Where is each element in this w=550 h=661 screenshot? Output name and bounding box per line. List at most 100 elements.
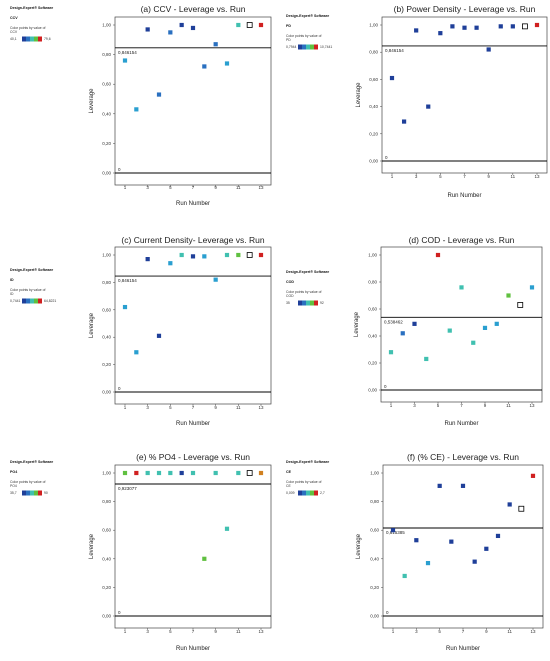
- data-point: [145, 470, 150, 476]
- legend-gradient-cell: [34, 298, 38, 304]
- x-tick-label: 1: [124, 405, 127, 410]
- legend-gradient-cell: [26, 298, 30, 304]
- data-point: [134, 470, 139, 476]
- threshold-label: 0,923077: [118, 486, 137, 491]
- color-by-label: Color points by value of: [10, 288, 45, 292]
- y-tick-label: 0,60: [369, 77, 378, 82]
- x-axis-label: Run Number: [176, 421, 210, 427]
- y-axis-label: Leverage: [89, 312, 95, 338]
- legend-max-label: 10,7441: [320, 45, 332, 49]
- y-tick-label: 0,00: [102, 390, 111, 395]
- color-by-response: CE: [286, 484, 291, 488]
- data-point: [179, 470, 184, 476]
- y-tick-label: 0,40: [102, 111, 111, 116]
- zero-label: 0: [118, 386, 121, 391]
- data-point: [168, 261, 173, 266]
- data-point: [134, 350, 139, 355]
- data-point: [530, 473, 536, 478]
- legend-gradient-cell: [306, 44, 310, 50]
- data-point: [400, 331, 405, 336]
- y-tick-label: 0,20: [370, 585, 379, 590]
- data-point: [258, 470, 264, 476]
- data-point: [412, 321, 417, 326]
- data-point: [122, 304, 128, 310]
- data-point: [258, 252, 264, 258]
- data-point: [145, 257, 150, 262]
- y-tick-label: 0,20: [102, 585, 111, 590]
- y-tick-label: 0,80: [102, 52, 111, 57]
- response-name: CCV: [10, 16, 18, 20]
- threshold-label: 0,538462: [384, 319, 403, 324]
- threshold-label: 0,615385: [386, 530, 405, 535]
- x-tick-label: 1: [390, 403, 393, 408]
- x-tick-label: 7: [463, 174, 466, 179]
- y-tick-label: 0,60: [102, 528, 111, 533]
- legend-min-label: 0,009: [286, 491, 295, 495]
- legend-max-label: 2,7: [320, 491, 325, 495]
- color-by-label: Color points by value of: [10, 480, 45, 484]
- data-point: [402, 573, 407, 579]
- zero-label: 0: [385, 155, 388, 160]
- data-point: [414, 538, 419, 543]
- data-point: [202, 556, 207, 561]
- x-tick-label: 9: [484, 403, 487, 408]
- data-point: [435, 252, 441, 258]
- data-point: [236, 470, 241, 476]
- data-point: [471, 340, 476, 345]
- y-tick-label: 0,40: [368, 334, 377, 339]
- data-point: [438, 31, 443, 36]
- legend-gradient-cell: [38, 36, 42, 42]
- data-point: [482, 325, 488, 330]
- legend-gradient-cell: [30, 36, 34, 42]
- highlighted-point: [246, 252, 253, 258]
- legend-gradient-cell: [298, 44, 302, 50]
- x-tick-label: 7: [192, 629, 195, 634]
- data-point: [474, 25, 479, 30]
- data-point: [190, 254, 196, 259]
- chart-title: (e) % PO4 - Leverage vs. Run: [136, 452, 250, 462]
- y-tick-label: 0,00: [102, 171, 111, 176]
- color-by-response: CCV: [10, 30, 18, 34]
- legend-max-label: 64,8221: [44, 299, 56, 303]
- legend-min-label: 0,7944: [286, 45, 296, 49]
- software-label: Design-Expert® Software: [10, 6, 53, 10]
- software-label: Design-Expert® Software: [10, 268, 53, 272]
- zero-label: 0: [118, 610, 121, 615]
- x-tick-label: 9: [214, 629, 217, 634]
- data-point: [134, 107, 139, 112]
- data-point: [224, 252, 230, 258]
- y-tick-label: 0,60: [370, 528, 379, 533]
- y-tick-label: 0,00: [102, 614, 111, 619]
- software-label: Design-Expert® Software: [286, 460, 329, 464]
- legend-gradient-cell: [302, 300, 306, 306]
- data-point: [236, 22, 241, 28]
- y-tick-label: 0,00: [369, 159, 378, 164]
- threshold-label: 0,846154: [118, 278, 137, 283]
- y-tick-label: 0,60: [102, 82, 111, 87]
- color-by-response: ID: [10, 292, 14, 296]
- legend-gradient-cell: [302, 490, 306, 496]
- x-tick-label: 7: [192, 405, 195, 410]
- x-axis-label: Run Number: [176, 646, 210, 652]
- legend-gradient-cell: [26, 490, 30, 496]
- x-axis-label: Run Number: [447, 193, 481, 199]
- x-tick-label: 3: [415, 174, 418, 179]
- color-by-label: Color points by value of: [286, 480, 321, 484]
- data-point: [156, 470, 162, 476]
- data-point: [213, 277, 218, 282]
- data-point: [498, 24, 503, 29]
- data-point: [486, 47, 491, 52]
- chart-title: (d) COD - Leverage vs. Run: [409, 235, 515, 245]
- data-point: [224, 61, 230, 66]
- y-tick-label: 0,20: [368, 361, 377, 366]
- y-tick-label: 0,80: [102, 280, 111, 285]
- x-tick-label: 3: [146, 185, 149, 190]
- y-tick-label: 0,60: [368, 307, 377, 312]
- data-point: [168, 30, 173, 35]
- legend-gradient-cell: [298, 490, 302, 496]
- data-point: [224, 526, 230, 531]
